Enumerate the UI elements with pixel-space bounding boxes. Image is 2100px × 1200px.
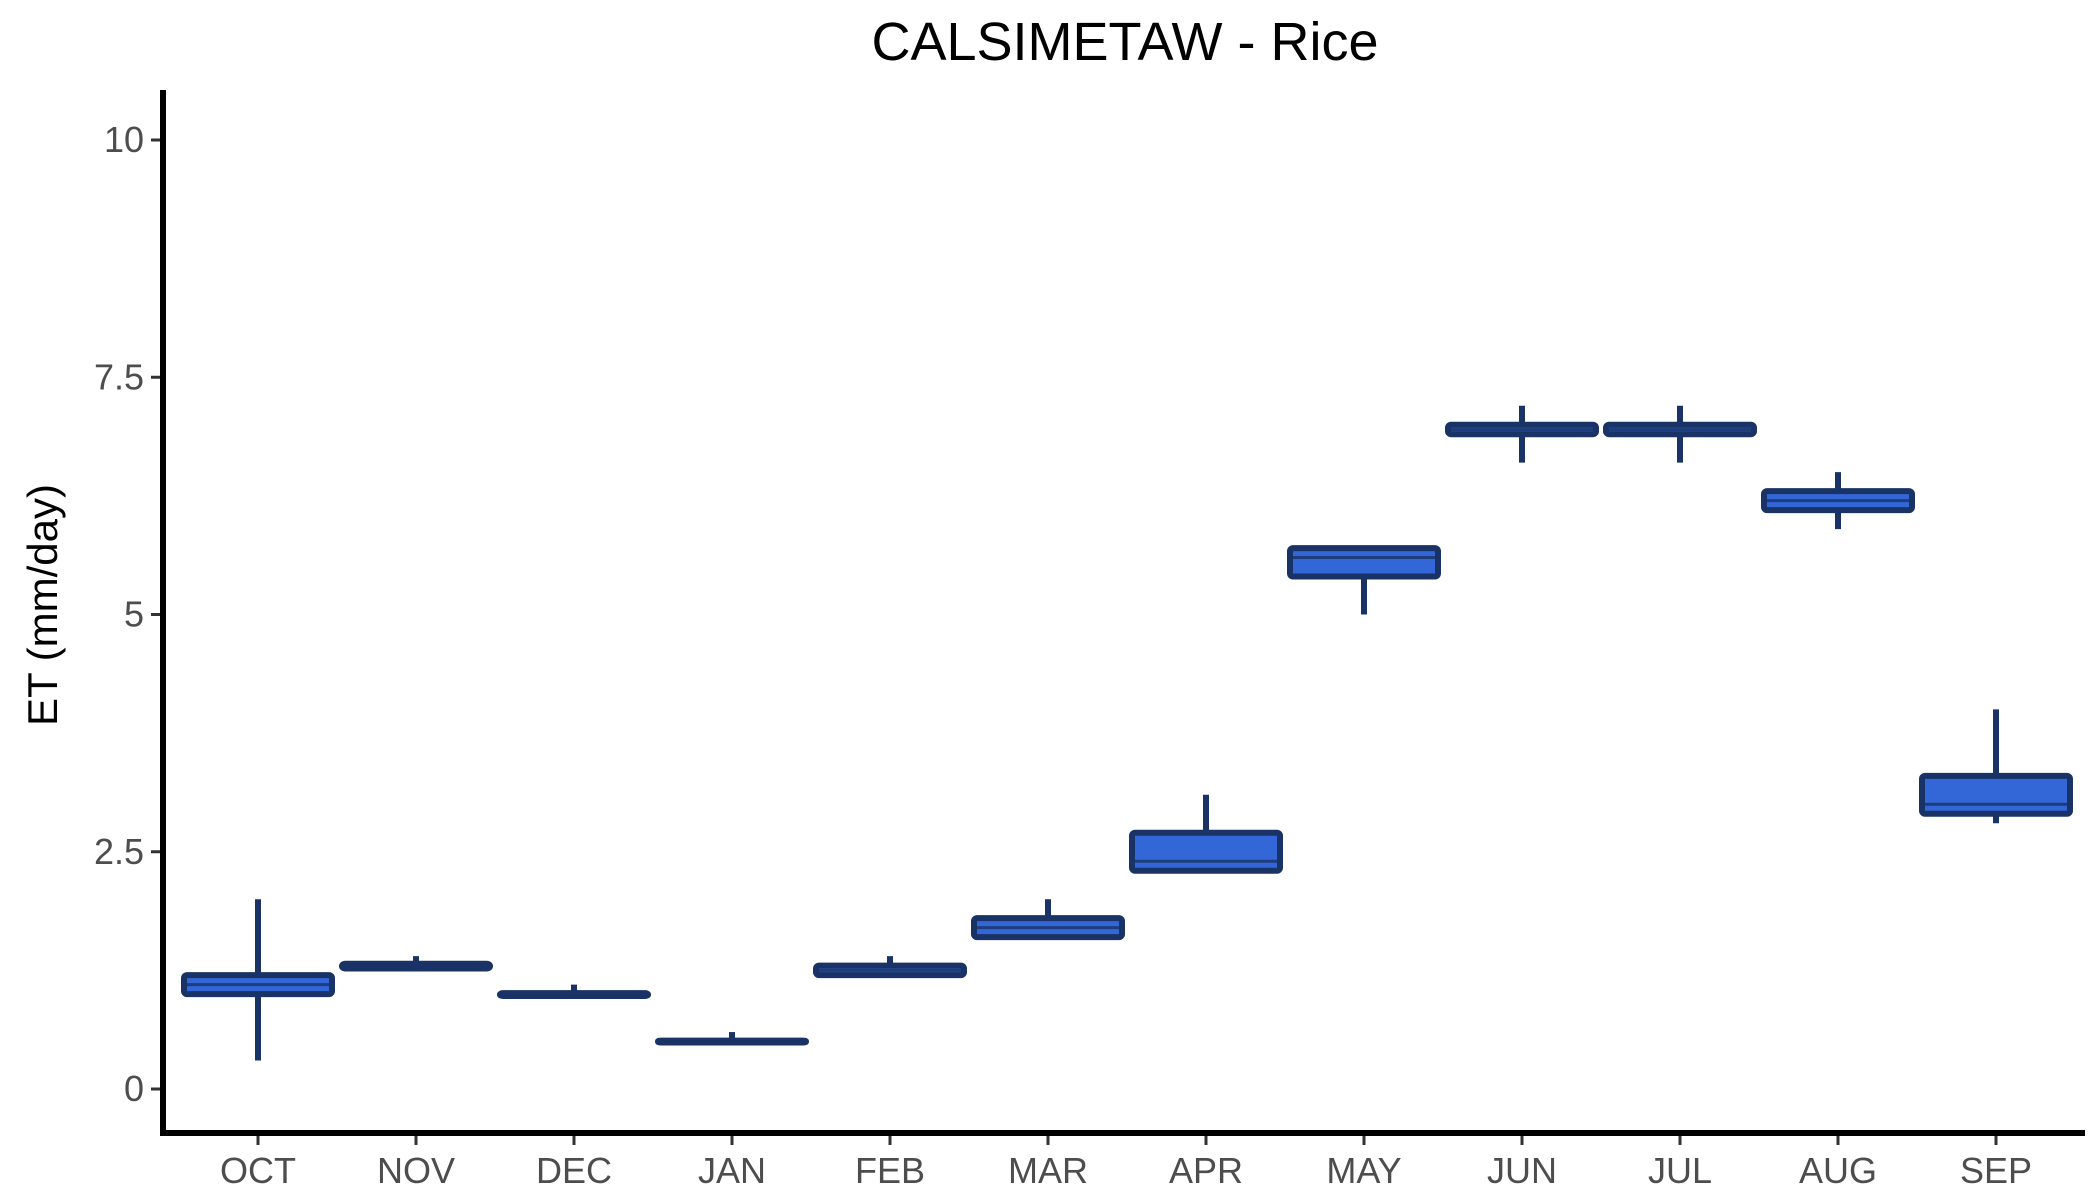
x-tick-label: MAY — [1326, 1150, 1401, 1191]
y-tick-label: 0 — [124, 1068, 144, 1109]
y-axis-title: ET (mm/day) — [19, 484, 66, 726]
x-tick-label: DEC — [536, 1150, 612, 1191]
plot-area: 0 2.5 5 7.5 10 OCT NOV DEC JAN FEB MAR APR MAY JUN JUL… — [94, 90, 2085, 1191]
x-tick-label: JAN — [698, 1150, 766, 1191]
box-sep — [1919, 709, 2073, 824]
x-tick-label: SEP — [1960, 1150, 2032, 1191]
x-tick-label: NOV — [377, 1150, 455, 1191]
y-tick-label: 10 — [104, 119, 144, 160]
box-body — [1919, 772, 2073, 817]
x-tick-label: JUL — [1648, 1150, 1712, 1191]
x-tick-label: JUN — [1487, 1150, 1557, 1191]
y-tick-label: 5 — [124, 594, 144, 635]
x-tick-label: OCT — [220, 1150, 296, 1191]
y-tick-label: 7.5 — [94, 356, 144, 397]
box-apr — [1129, 794, 1283, 874]
x-tick-label: FEB — [855, 1150, 925, 1191]
y-tick-label: 2.5 — [94, 831, 144, 872]
box-nov — [339, 956, 493, 972]
chart-title: CALSIMETAW - Rice — [871, 12, 1378, 72]
box-may — [1287, 545, 1441, 615]
box-feb — [813, 956, 967, 979]
x-tick-label: MAR — [1008, 1150, 1088, 1191]
box-body — [1129, 829, 1283, 874]
box-body — [1287, 545, 1441, 580]
box-jun — [1445, 405, 1599, 463]
box-mar — [971, 899, 1125, 941]
box-aug — [1761, 472, 1915, 530]
box-jul — [1603, 405, 1757, 463]
box-dec — [497, 984, 651, 999]
x-tick-label: AUG — [1799, 1150, 1877, 1191]
box-oct — [181, 899, 335, 1061]
x-tick-label: APR — [1169, 1150, 1243, 1191]
box-jan — [655, 1032, 809, 1046]
